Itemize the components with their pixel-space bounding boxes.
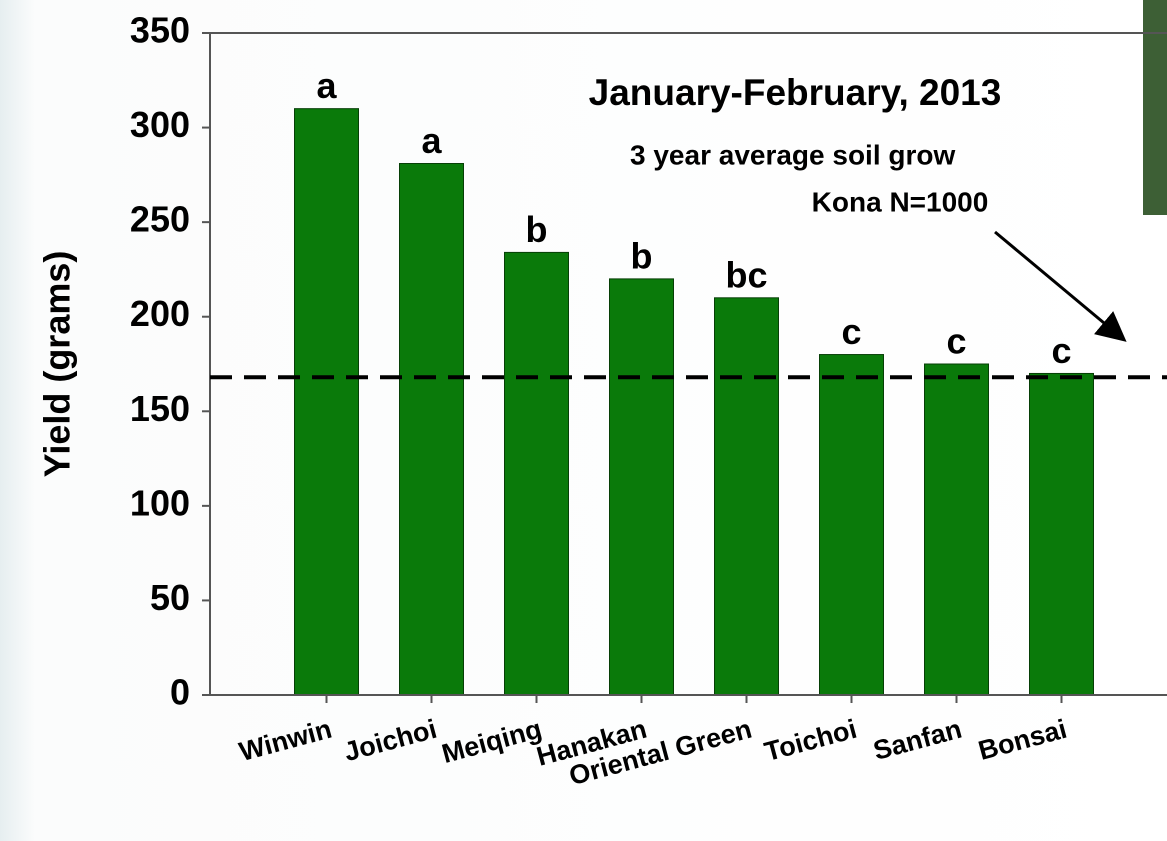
group-letter: c	[841, 311, 861, 352]
annotation: 3 year average soil grow	[630, 139, 956, 170]
bar	[609, 278, 674, 696]
photo	[1143, 0, 1167, 215]
group-letter: c	[1051, 330, 1071, 371]
group-letter: c	[946, 321, 966, 362]
group-letter: a	[421, 120, 442, 161]
group-letter: bc	[725, 254, 767, 295]
chart-title: January-February, 2013	[589, 72, 1002, 113]
bar	[399, 163, 464, 696]
group-letter: b	[631, 235, 653, 276]
y-axis-label: Yield (grams)	[37, 251, 78, 478]
annotation-arrow	[994, 230, 1127, 342]
y-tick-label: 200	[130, 293, 190, 334]
y-tick-label: 300	[130, 104, 190, 145]
y-tick-label: 150	[130, 388, 190, 429]
bar	[819, 354, 884, 696]
group-letter: b	[526, 209, 548, 250]
bar	[504, 251, 569, 696]
y-tick-label: 100	[130, 482, 190, 523]
bar	[924, 363, 989, 696]
y-tick-label: 250	[130, 199, 190, 240]
bar	[1029, 372, 1094, 696]
bar	[714, 297, 779, 696]
y-tick-label: 0	[170, 672, 190, 713]
bar	[294, 108, 359, 696]
group-letter: a	[316, 65, 337, 106]
y-tick-label: 50	[150, 577, 190, 618]
annotation: Kona N=1000	[812, 186, 989, 217]
y-tick-label: 350	[130, 10, 190, 51]
